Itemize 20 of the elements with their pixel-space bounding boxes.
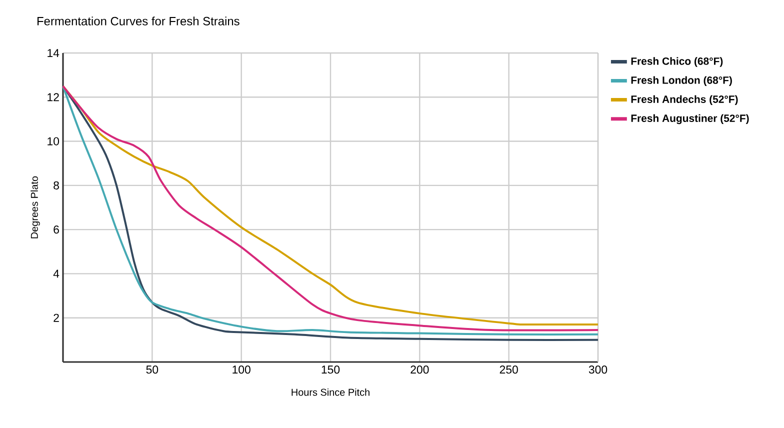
legend-label: Fresh Chico (68°F) (631, 57, 723, 67)
x-tick-label: 200 (410, 366, 429, 374)
chart-title: Fermentation Curves for Fresh Strains (38, 16, 240, 26)
legend-label: Fresh Andechs (52°F) (631, 95, 738, 106)
x-tick-label: 300 (588, 366, 608, 374)
y-tick-label: 2 (54, 314, 59, 322)
x-tick-label: 100 (232, 366, 250, 374)
x-tick-label: 50 (146, 366, 158, 374)
legend-label: Fresh London (68°F) (631, 76, 732, 86)
legend-label: Fresh Augustiner (52°F) (631, 114, 749, 124)
x-tick-label: 250 (500, 366, 518, 374)
y-tick-label: 6 (54, 226, 59, 234)
y-tick-label: 10 (48, 137, 60, 146)
y-tick-label: 4 (53, 270, 60, 278)
y-tick-label: 12 (48, 93, 59, 102)
y-axis-title: Degrees Plato (30, 176, 40, 238)
x-axis-title: Hours Since Pitch (292, 388, 370, 396)
x-tick-label: 150 (322, 366, 340, 374)
y-tick-label: 14 (48, 49, 60, 57)
y-tick-label: 8 (54, 181, 59, 190)
